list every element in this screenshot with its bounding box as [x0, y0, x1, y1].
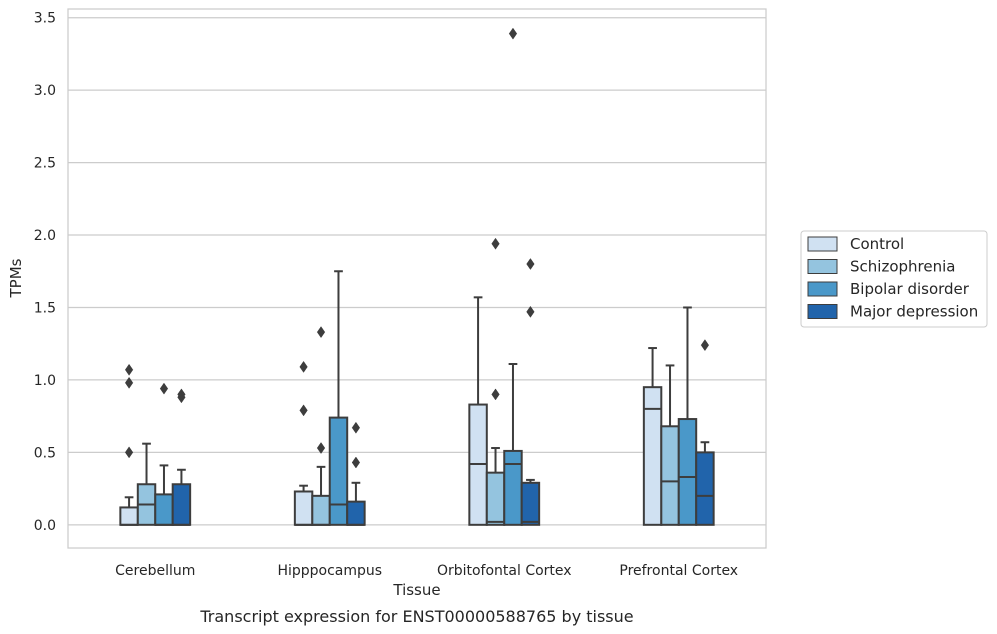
legend-label: Control: [850, 235, 904, 253]
boxes: [119, 27, 715, 526]
box-body: [677, 418, 698, 526]
y-tick-label: 1.5: [34, 300, 56, 316]
box-major-depression: [171, 388, 192, 526]
box-bipolar-disorder: [328, 270, 349, 526]
box-control: [293, 360, 314, 526]
legend-swatch: [807, 236, 838, 252]
box-body: [154, 493, 174, 526]
x-axis-title: Tissue: [392, 581, 440, 599]
outlier-point: [124, 446, 134, 459]
box-body: [642, 386, 663, 526]
y-tick-label: 3.5: [34, 11, 56, 27]
outlier-point: [526, 305, 535, 318]
x-tick-label: Hipppocampus: [277, 563, 382, 579]
legend-label: Major depression: [850, 303, 978, 321]
box-body: [346, 500, 366, 526]
y-tick-label: 0.0: [34, 518, 56, 534]
x-tick-label: Orbitofontal Cortex: [437, 563, 572, 579]
box-body: [520, 481, 541, 526]
y-tick-label: 3.0: [34, 83, 56, 99]
box-bipolar-disorder: [154, 382, 174, 526]
y-axis-title: TPMs: [7, 258, 25, 298]
box-major-depression: [346, 421, 366, 526]
legend-swatch: [807, 304, 838, 319]
outlier-point: [491, 237, 500, 250]
outlier-point: [700, 339, 710, 352]
box-body: [311, 494, 331, 526]
plot-frame: [67, 8, 767, 549]
x-tick-labels: Cerebellum Hipppocampus Orbitofontal Corte…: [115, 563, 738, 579]
box-body: [485, 471, 506, 526]
outlier-point: [316, 442, 326, 454]
outlier-point: [526, 258, 535, 270]
outlier-point: [508, 27, 518, 40]
outlier-point: [124, 363, 134, 376]
y-tick-label: 2.5: [34, 156, 56, 172]
box-bipolar-disorder: [503, 27, 523, 526]
legend-label: Bipolar disorder: [850, 280, 970, 298]
box-schizophrenia: [660, 364, 680, 526]
box-control: [119, 363, 139, 526]
box-schizophrenia: [136, 442, 157, 526]
grid-lines: [68, 17, 766, 526]
box-body: [328, 416, 349, 526]
outlier-point: [351, 421, 361, 434]
y-tick-label: 2.0: [34, 228, 56, 244]
outlier-point: [299, 360, 308, 373]
box-bipolar-disorder: [677, 306, 698, 526]
outlier-point: [351, 456, 361, 469]
box-major-depression: [695, 339, 715, 526]
box-body: [660, 425, 680, 526]
figure-caption: Transcript expression for ENST0000058876…: [199, 607, 633, 626]
x-tick-label: Cerebellum: [115, 563, 195, 579]
box-control: [468, 296, 488, 526]
outlier-point: [177, 388, 186, 401]
outlier-point: [299, 404, 308, 417]
legend: Control Schizophrenia Bipolar disorder Majo…: [800, 230, 988, 328]
outlier-point: [124, 376, 134, 389]
box-control: [642, 347, 663, 526]
legend-swatch: [807, 281, 838, 297]
box-schizophrenia: [485, 237, 506, 526]
box-body: [293, 490, 314, 526]
x-tick-label: Prefrontal Cortex: [619, 563, 738, 579]
legend-label: Schizophrenia: [850, 258, 955, 276]
y-tick-label: 0.5: [34, 445, 56, 461]
box-schizophrenia: [311, 326, 331, 526]
legend-frame: [800, 230, 988, 328]
y-tick-label: 1.0: [34, 373, 56, 389]
outlier-point: [491, 388, 500, 401]
box-body: [695, 451, 715, 526]
outlier-point: [159, 382, 169, 395]
box-body: [171, 483, 192, 526]
box-body: [503, 449, 523, 526]
box-major-depression: [520, 258, 541, 526]
legend-swatch: [807, 259, 838, 274]
y-tick-labels: 0.0 0.5 1.0 1.5 2.0 2.5 3.0 3.5: [34, 11, 56, 534]
outlier-point: [316, 326, 326, 339]
box-body: [119, 506, 139, 526]
